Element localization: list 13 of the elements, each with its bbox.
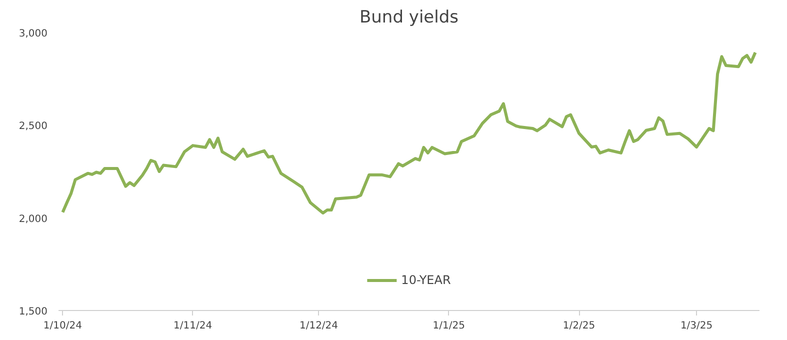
- x-tick-label: 1/11/24: [174, 320, 212, 332]
- y-tick-label: 3,000: [18, 28, 48, 40]
- y-tick-label: 2,500: [18, 121, 48, 132]
- y-tick-label: 1,500: [18, 306, 48, 318]
- x-tick-label: 1/12/24: [299, 320, 338, 332]
- x-tick-label: 1/3/25: [680, 320, 713, 332]
- legend-label: 10-YEAR: [401, 273, 451, 287]
- line-series: [61, 51, 757, 215]
- x-tick-label: 1/1/25: [432, 320, 465, 332]
- x-tick-label: 1/10/24: [43, 320, 82, 332]
- chart-title: Bund yields: [359, 8, 459, 28]
- x-tick-label: 1/2/25: [562, 320, 596, 332]
- y-tick-label: 2,000: [18, 214, 48, 225]
